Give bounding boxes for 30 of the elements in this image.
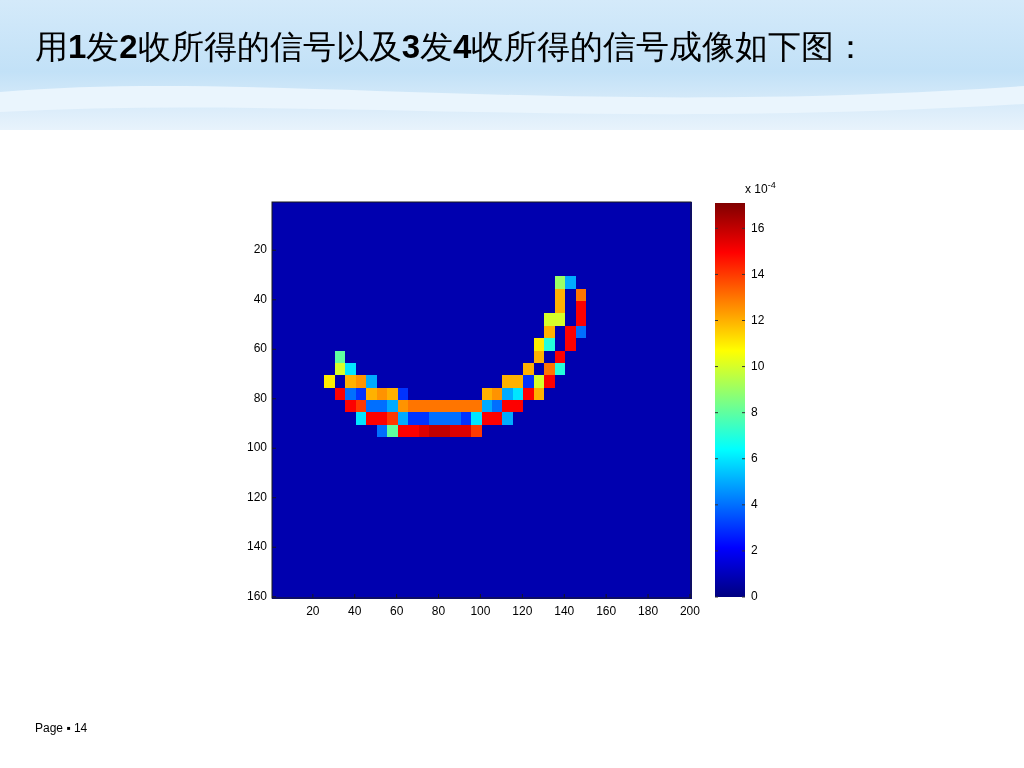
y-tick-label: 140	[246, 539, 268, 554]
color-bar-label: 8	[751, 404, 758, 419]
y-tick-label: 100	[246, 440, 268, 455]
y-tick-label: 40	[253, 291, 268, 306]
color-bar-label: 4	[751, 497, 758, 512]
color-bar-title: x 10$^{-4}$	[745, 180, 776, 196]
x-tick-label: 120	[512, 604, 533, 618]
y-tick-label: 20	[253, 242, 268, 257]
x-tick-label: 60	[389, 604, 404, 618]
text: Page ▪ 14	[35, 721, 88, 735]
color-bar-label: 2	[751, 543, 758, 558]
color-bar-label: 0	[751, 589, 758, 604]
y-tick-label: 80	[253, 390, 268, 405]
x-tick-label: 180	[638, 604, 659, 618]
color-bar-label: 12	[751, 312, 765, 327]
y-tick-label: 120	[246, 489, 268, 504]
chart-title: 用1发2收所得的信号以及3发4收所得的信号成像如下图：	[35, 28, 868, 65]
x-tick-label: 100	[470, 604, 491, 618]
y-tick-label: 60	[253, 341, 268, 356]
x-tick-label: 20	[306, 604, 320, 618]
x-tick-label: 140	[554, 604, 575, 618]
x-tick-label: 200	[679, 604, 701, 618]
y-tick-label: 160	[246, 588, 268, 603]
color-bar-label: 16	[751, 220, 765, 235]
color-bar-label: 6	[751, 450, 758, 465]
x-tick-label: 80	[431, 604, 446, 618]
color-bar-label: 10	[751, 358, 765, 373]
x-tick-label: 160	[596, 604, 617, 618]
x-tick-label: 40	[348, 604, 362, 618]
color-bar-label: 14	[751, 266, 765, 281]
